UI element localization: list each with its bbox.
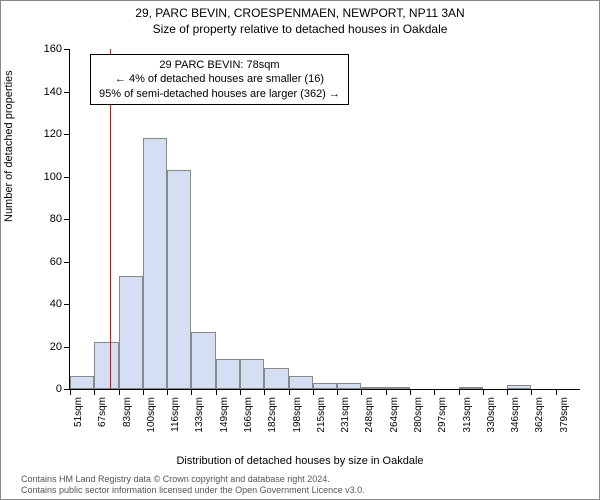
x-tick-label: 346sqm [510, 397, 521, 433]
histogram-bar [143, 138, 167, 389]
x-tick [483, 389, 484, 395]
x-tick-label: 149sqm [219, 397, 230, 433]
x-tick [167, 389, 168, 395]
x-tick-label: 231sqm [340, 397, 351, 433]
annotation-line1: 29 PARC BEVIN: 78sqm [99, 58, 340, 72]
histogram-bar [119, 276, 143, 389]
chart-container: 29, PARC BEVIN, CROESPENMAEN, NEWPORT, N… [0, 0, 600, 500]
histogram-bar [191, 332, 215, 389]
chart-plot-area: 02040608010012014016051sqm67sqm83sqm100s… [69, 49, 580, 390]
x-tick-label: 182sqm [267, 397, 278, 433]
histogram-bar [361, 387, 385, 389]
y-tick [64, 262, 70, 263]
x-tick-label: 330sqm [486, 397, 497, 433]
x-tick [143, 389, 144, 395]
x-tick [119, 389, 120, 395]
y-tick [64, 177, 70, 178]
chart-title-main: 29, PARC BEVIN, CROESPENMAEN, NEWPORT, N… [1, 6, 599, 20]
histogram-bar [313, 383, 337, 389]
y-tick-label: 80 [50, 213, 62, 225]
annotation-line3: 95% of semi-detached houses are larger (… [99, 87, 340, 101]
y-tick [64, 219, 70, 220]
y-tick [64, 92, 70, 93]
x-tick [531, 389, 532, 395]
chart-title-sub: Size of property relative to detached ho… [1, 22, 599, 36]
histogram-bar [289, 376, 313, 389]
annotation-line2: ← 4% of detached houses are smaller (16) [99, 72, 340, 86]
y-tick [64, 304, 70, 305]
x-tick [264, 389, 265, 395]
x-tick-label: 264sqm [389, 397, 400, 433]
y-tick-label: 160 [44, 43, 62, 55]
x-tick-label: 280sqm [413, 397, 424, 433]
x-tick-label: 51sqm [73, 397, 84, 427]
x-tick [313, 389, 314, 395]
histogram-bar [240, 359, 264, 389]
x-tick [216, 389, 217, 395]
x-tick [459, 389, 460, 395]
x-tick [70, 389, 71, 395]
x-tick [507, 389, 508, 395]
x-tick-label: 313sqm [462, 397, 473, 433]
x-tick-label: 379sqm [559, 397, 570, 433]
x-tick-label: 67sqm [97, 397, 108, 427]
x-tick [94, 389, 95, 395]
y-tick-label: 100 [44, 171, 62, 183]
x-tick [240, 389, 241, 395]
y-tick-label: 140 [44, 86, 62, 98]
y-tick-label: 0 [56, 383, 62, 395]
x-tick-label: 166sqm [243, 397, 254, 433]
x-tick [386, 389, 387, 395]
footer-line2: Contains public sector information licen… [21, 485, 365, 496]
histogram-bar [386, 387, 410, 389]
histogram-bar [94, 342, 118, 389]
annotation-box: 29 PARC BEVIN: 78sqm ← 4% of detached ho… [90, 54, 349, 105]
x-tick [191, 389, 192, 395]
histogram-bar [216, 359, 240, 389]
y-tick [64, 49, 70, 50]
y-tick-label: 120 [44, 128, 62, 140]
histogram-bar [70, 376, 94, 389]
y-tick-label: 40 [50, 298, 62, 310]
y-tick [64, 134, 70, 135]
x-tick [434, 389, 435, 395]
histogram-bar [459, 387, 483, 389]
x-tick [289, 389, 290, 395]
histogram-bar [167, 170, 191, 389]
x-tick [361, 389, 362, 395]
x-tick-label: 362sqm [534, 397, 545, 433]
x-tick-label: 297sqm [437, 397, 448, 433]
x-tick [410, 389, 411, 395]
footer-text: Contains HM Land Registry data © Crown c… [21, 474, 365, 496]
x-tick [337, 389, 338, 395]
y-tick-label: 60 [50, 256, 62, 268]
footer-line1: Contains HM Land Registry data © Crown c… [21, 474, 365, 485]
x-tick-label: 116sqm [170, 397, 181, 432]
histogram-bar [264, 368, 288, 389]
x-tick-label: 248sqm [364, 397, 375, 433]
y-tick [64, 347, 70, 348]
x-tick-label: 133sqm [194, 397, 205, 433]
y-axis-label: Number of detached properties [3, 70, 15, 222]
histogram-bar [507, 385, 531, 389]
histogram-bar [337, 383, 361, 389]
x-tick-label: 215sqm [316, 397, 327, 433]
x-tick [556, 389, 557, 395]
y-tick-label: 20 [50, 341, 62, 353]
x-tick-label: 198sqm [292, 397, 303, 433]
x-axis-title: Distribution of detached houses by size … [1, 455, 599, 467]
x-tick-label: 100sqm [146, 397, 157, 433]
x-tick-label: 83sqm [122, 397, 133, 427]
